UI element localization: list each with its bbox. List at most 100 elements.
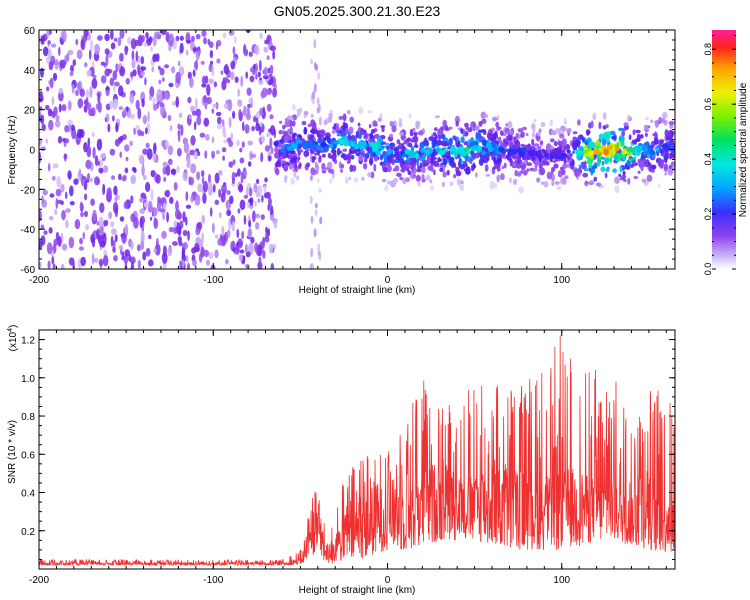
spectrogram-cell — [641, 178, 647, 183]
spectrogram-cell — [598, 121, 602, 130]
spectrogram-cell — [105, 86, 110, 91]
spectrogram-cell — [572, 150, 575, 154]
spectrogram-cell — [150, 188, 154, 201]
spectrogram-cell — [49, 77, 54, 89]
spectrogram-cell — [260, 152, 264, 163]
spectrogram-cell — [119, 66, 126, 77]
spectrogram-cell — [482, 131, 487, 135]
spectrogram-cell — [137, 259, 141, 269]
spectrogram-cell — [534, 162, 538, 170]
snr-xtick-label: -100 — [203, 575, 223, 586]
spectrogram-cell — [251, 125, 256, 132]
spectrogram-cell — [124, 167, 129, 174]
spectrogram-cell — [292, 132, 297, 137]
spectrogram-ridge-point — [566, 149, 571, 154]
spectrogram-cell — [359, 127, 365, 136]
snr-xtick-label: 0 — [385, 575, 391, 586]
spectrogram-cell — [161, 252, 168, 264]
spectrogram-cell — [419, 129, 424, 136]
spectrogram-cell — [119, 30, 125, 39]
spectrogram-cell — [124, 51, 128, 56]
spectrogram-cell — [243, 214, 247, 225]
spectrogram-cell — [130, 213, 136, 223]
spectrogram-cell — [389, 133, 394, 138]
spectrogram-cell — [265, 191, 271, 199]
spectrogram-cell — [92, 146, 96, 159]
spectrogram-cell — [539, 167, 546, 176]
spectrogram-cell — [169, 124, 173, 132]
spectrogram-cell — [623, 122, 629, 127]
spectrogram-cell — [626, 159, 631, 167]
spectrogram-cell — [523, 169, 528, 176]
spectrogram-cell — [192, 47, 199, 52]
spectrogram-cell — [485, 173, 491, 177]
spectrogram-cell — [514, 169, 518, 177]
spectrogram-cell — [612, 168, 617, 173]
spectrogram-cell — [395, 152, 399, 160]
spectrogram-cell — [65, 208, 71, 214]
spectrogram-cell — [310, 58, 313, 65]
spectrogram-cell — [254, 200, 257, 208]
spectrogram-cell — [86, 69, 93, 77]
snr-series-line — [39, 335, 675, 567]
spectrogram-cell — [110, 42, 116, 50]
spectrogram-cell — [185, 216, 188, 226]
snr-xlabel: Height of straight line (km) — [299, 585, 416, 596]
spectrogram-cell — [396, 172, 402, 177]
spectrogram-cell — [368, 157, 374, 166]
spectrogram-cell — [262, 250, 266, 259]
spectrogram-cell — [131, 58, 136, 69]
spectrogram-cell — [348, 126, 354, 135]
spectrogram-cell — [386, 180, 392, 185]
spectrogram-cell — [465, 166, 471, 175]
spectrogram-cell — [260, 135, 266, 143]
spectrogram-cell — [449, 181, 454, 186]
spectrogram-cell — [350, 154, 355, 160]
spectrogram-cell — [601, 161, 605, 166]
spectrogram-cell — [583, 168, 589, 172]
spectrogram-cell — [232, 110, 236, 119]
spectrogram-cell — [460, 128, 464, 134]
spectrogram-cell — [212, 222, 215, 234]
spectrogram-cell — [116, 64, 121, 71]
spectrogram-cell — [429, 158, 434, 165]
spectrogram-cell — [637, 170, 641, 174]
spectrogram-cell — [379, 154, 384, 161]
spectrogram-ridge-point — [402, 153, 407, 158]
spectrogram-cell — [193, 151, 198, 160]
spectrogram-cell — [232, 247, 236, 252]
spectrogram-cell — [290, 157, 297, 164]
spectrogram-cell — [80, 211, 84, 218]
spectrogram-cell — [133, 167, 137, 173]
spectrogram-cell — [405, 177, 411, 183]
spectrogram-cell — [79, 201, 83, 211]
spectrogram-cell — [148, 234, 152, 240]
spectrogram-cell — [225, 99, 232, 105]
spectrogram-ridge-point — [404, 149, 411, 155]
spectrogram-cell — [442, 171, 447, 178]
spectrogram-cell — [179, 35, 184, 41]
spectrogram-cell — [270, 147, 274, 155]
spectrogram-cell — [505, 135, 510, 144]
spectrogram-cell — [368, 124, 372, 129]
snr-xtick-label: -200 — [29, 575, 49, 586]
spectrogram-cell — [559, 133, 565, 139]
spectrogram-cell — [663, 163, 669, 171]
spectrogram-cell — [390, 154, 396, 159]
spectrogram-cell — [632, 129, 636, 136]
spectrogram-ridge-point — [603, 148, 610, 156]
spectrogram-cell — [290, 117, 294, 121]
spectrogram-cell — [549, 138, 555, 143]
spectrogram-cell — [619, 176, 625, 181]
spectrogram-cell — [185, 49, 189, 56]
spectrogram-cell — [391, 125, 397, 133]
spectrogram-cell — [622, 153, 626, 161]
spectrogram-cell — [455, 170, 462, 177]
spectrogram-cell — [349, 164, 354, 173]
spectrogram-cell — [241, 141, 245, 149]
spectrogram-cell — [153, 247, 157, 254]
spectrogram-cell — [142, 251, 147, 261]
spectrogram-ridge-point — [425, 149, 430, 155]
spectrogram-cell — [443, 141, 448, 147]
spectrogram-cell — [85, 97, 89, 109]
